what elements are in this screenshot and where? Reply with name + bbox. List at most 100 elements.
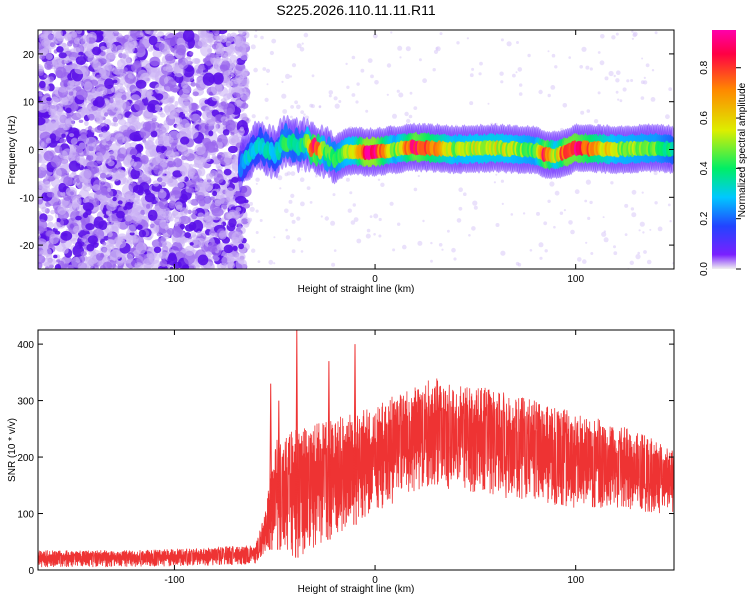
spectrogram-noise-speckle xyxy=(215,163,221,169)
spectrogram-faint-speckle xyxy=(353,217,359,223)
spectrogram-faint-speckle xyxy=(512,73,516,78)
spectrogram-noise-speckle xyxy=(223,168,232,176)
spectrogram-noise-speckle xyxy=(230,74,235,77)
spectrogram-faint-speckle xyxy=(300,201,305,207)
spectrogram-noise-speckle xyxy=(47,119,59,131)
spectrogram-noise-speckle xyxy=(67,40,73,47)
spectrogram-noise-speckle xyxy=(188,221,197,231)
spectrogram-noise-speckle xyxy=(110,220,121,229)
spectrogram-faint-speckle xyxy=(624,203,629,208)
spectrogram-noise-speckle xyxy=(56,259,61,263)
snr-x-axis-label: Height of straight line (km) xyxy=(298,584,415,595)
spectrogram-noise-speckle xyxy=(45,53,53,60)
spectrogram-faint-speckle xyxy=(669,220,672,223)
spectrogram-faint-speckle xyxy=(297,237,302,242)
spectrogram-faint-speckle xyxy=(584,199,588,203)
spectrogram-faint-speckle xyxy=(264,97,269,102)
spectrogram-noise-speckle xyxy=(176,143,189,152)
spectrogram-faint-speckle xyxy=(527,53,531,58)
spectrogram-noise-speckle xyxy=(106,104,112,110)
spectrogram-y-tick-label: -10 xyxy=(20,193,35,204)
spectrogram-faint-speckle xyxy=(268,259,274,265)
spectrogram-faint-speckle xyxy=(638,229,641,232)
spectrogram-faint-speckle xyxy=(251,114,256,119)
spectrogram-noise-speckle xyxy=(220,64,229,73)
spectrogram-noise-speckle xyxy=(179,235,187,244)
spectrogram-noise-speckle xyxy=(61,263,71,269)
spectrogram-faint-speckle xyxy=(288,199,293,204)
spectrogram-faint-speckle xyxy=(409,91,413,95)
spectrogram-noise-speckle xyxy=(80,214,90,226)
spectrogram-noise-speckle xyxy=(225,40,232,48)
spectrogram-faint-speckle xyxy=(653,171,658,176)
spectrogram-faint-speckle xyxy=(554,190,560,196)
spectrogram-noise-speckle xyxy=(159,153,167,159)
spectrogram-noise-speckle xyxy=(143,109,154,121)
spectrogram-noise-speckle xyxy=(131,116,137,122)
spectrogram-faint-speckle xyxy=(645,63,650,68)
spectrogram-noise-speckle xyxy=(170,95,175,101)
spectrogram-y-tick-label: 20 xyxy=(23,50,35,61)
spectrogram-faint-speckle xyxy=(328,90,334,95)
spectrogram-noise-speckle xyxy=(185,180,197,188)
spectrogram-faint-speckle xyxy=(279,187,282,190)
spectrogram-faint-speckle xyxy=(269,50,274,56)
spectrogram-faint-speckle xyxy=(617,98,620,101)
spectrogram-noise-speckle xyxy=(228,261,236,269)
spectrogram-faint-speckle xyxy=(590,252,594,255)
spectrogram-noise-speckle xyxy=(233,92,241,98)
spectrogram-noise-speckle xyxy=(182,30,195,43)
spectrogram-y-tick-label: -20 xyxy=(20,241,35,252)
spectrogram-noise-speckle xyxy=(75,178,80,184)
spectrogram-noise-speckle xyxy=(109,250,122,261)
spectrogram-noise-speckle xyxy=(157,238,162,242)
spectrogram-noise-speckle xyxy=(105,189,114,199)
spectrogram-noise-speckle xyxy=(38,234,41,239)
spectrogram-noise-speckle xyxy=(145,147,156,157)
spectrogram-faint-speckle xyxy=(640,96,645,100)
spectrogram-noise-speckle xyxy=(61,42,67,48)
spectrogram-noise-speckle xyxy=(237,30,247,36)
spectrogram-noise-speckle xyxy=(58,182,67,193)
spectrogram-noise-speckle xyxy=(38,139,45,149)
spectrogram-noise-speckle xyxy=(212,58,217,61)
spectrogram-faint-speckle xyxy=(413,106,418,110)
spectrogram-noise-speckle xyxy=(142,121,152,132)
spectrogram-noise-speckle xyxy=(167,178,179,188)
spectrogram-faint-speckle xyxy=(285,235,291,240)
spectrogram-noise-speckle xyxy=(238,235,244,240)
spectrogram-faint-speckle xyxy=(291,219,296,224)
spectrogram-faint-speckle xyxy=(597,91,601,95)
spectrogram-faint-speckle xyxy=(285,228,288,232)
spectrogram-noise-speckle xyxy=(228,212,235,217)
spectrogram-faint-speckle xyxy=(406,118,411,124)
spectrogram-noise-speckle xyxy=(235,206,242,212)
snr-x-tick-label: 100 xyxy=(567,575,584,586)
spectrogram-noise-speckle xyxy=(223,70,231,77)
spectrogram-faint-speckle xyxy=(657,226,663,232)
spectrogram-faint-speckle xyxy=(430,241,433,245)
spectrogram-noise-speckle xyxy=(54,230,61,235)
spectrogram-noise-speckle xyxy=(180,94,191,101)
spectrogram-noise-speckle xyxy=(153,246,162,254)
spectrogram-faint-speckle xyxy=(332,193,336,197)
spectrogram-faint-speckle xyxy=(351,93,356,97)
spectrogram-y-tick-label: 0 xyxy=(28,146,34,157)
spectrogram-noise-speckle xyxy=(69,133,75,138)
spectrogram-noise-speckle xyxy=(115,238,127,249)
spectrogram-faint-speckle xyxy=(433,49,439,55)
spectrogram-faint-speckle xyxy=(587,216,591,220)
spectrogram-faint-speckle xyxy=(285,73,291,79)
spectrogram-noise-speckle xyxy=(38,103,43,111)
snr-y-tick-label: 200 xyxy=(17,453,34,464)
spectrogram-noise-speckle xyxy=(166,228,175,236)
spectrogram-noise-speckle xyxy=(211,95,220,102)
spectrogram-noise-speckle xyxy=(96,86,108,97)
spectrogram-noise-speckle xyxy=(228,218,237,228)
spectrogram-noise-speckle xyxy=(106,231,113,238)
spectrogram-faint-speckle xyxy=(613,251,618,256)
spectrogram-noise-speckle xyxy=(240,185,252,197)
spectrogram-noise-speckle xyxy=(194,143,206,156)
spectrogram-noise-speckle xyxy=(174,216,182,225)
